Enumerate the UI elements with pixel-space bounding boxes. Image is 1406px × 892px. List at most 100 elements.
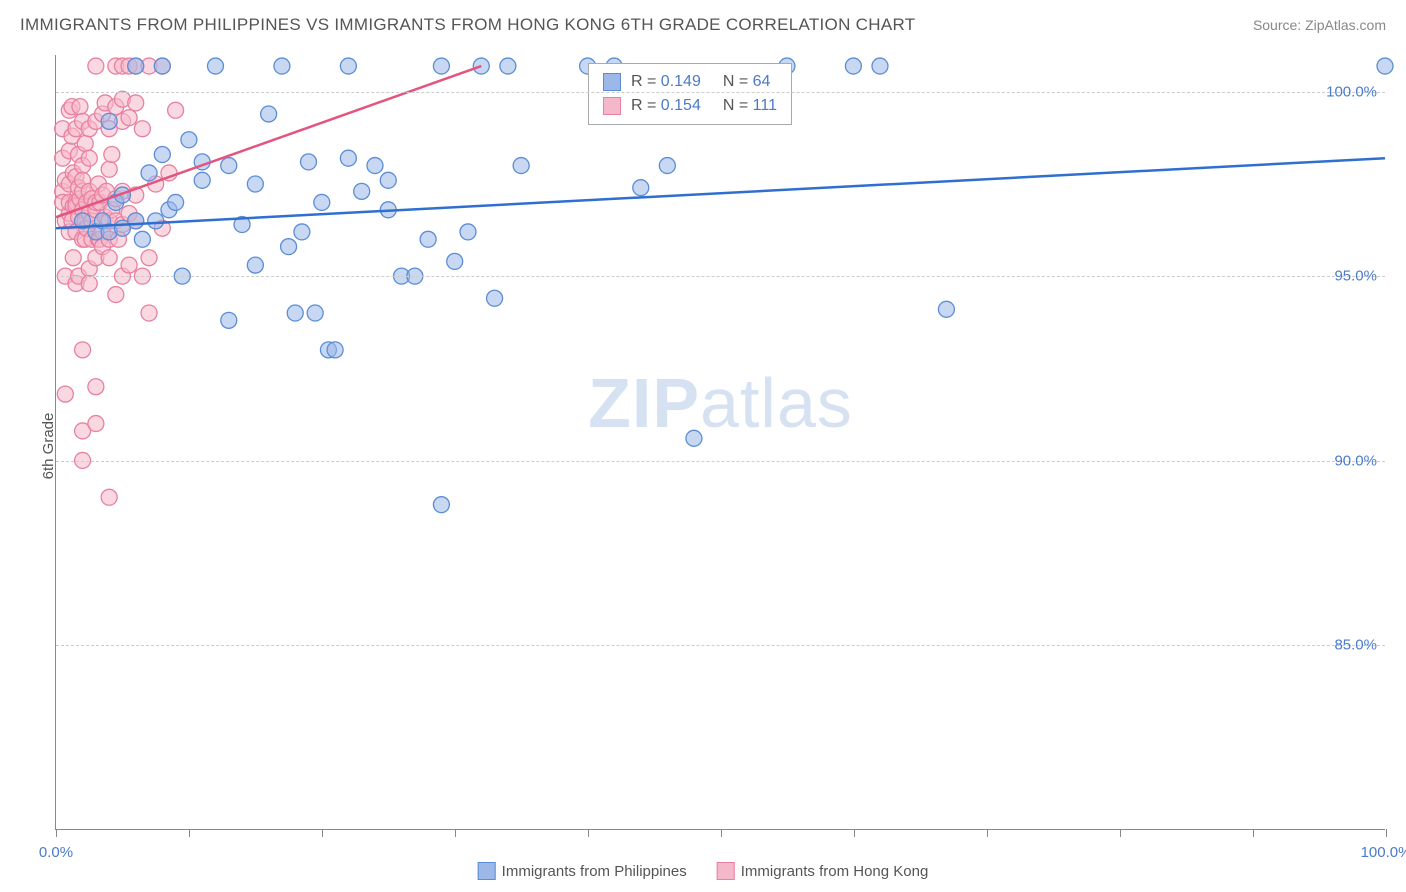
x-legend-item: Immigrants from Hong Kong [717, 862, 929, 880]
x-tick [189, 829, 190, 837]
x-tick [455, 829, 456, 837]
scatter-point [154, 58, 170, 74]
scatter-point [447, 253, 463, 269]
scatter-point [148, 213, 164, 229]
scatter-point [221, 158, 237, 174]
scatter-point [101, 489, 117, 505]
x-tick [1253, 829, 1254, 837]
scatter-point [938, 301, 954, 317]
scatter-point [261, 106, 277, 122]
scatter-point [121, 257, 137, 273]
scatter-point [247, 176, 263, 192]
regression-line [56, 66, 481, 217]
gridline [56, 92, 1385, 93]
legend-swatch [603, 97, 621, 115]
scatter-point [168, 102, 184, 118]
gridline [56, 461, 1385, 462]
scatter-point [380, 172, 396, 188]
scatter-point [57, 386, 73, 402]
scatter-point [314, 194, 330, 210]
scatter-point [88, 58, 104, 74]
scatter-point [281, 239, 297, 255]
scatter-point [101, 161, 117, 177]
scatter-point [72, 99, 88, 115]
scatter-point [75, 342, 91, 358]
scatter-point [327, 342, 343, 358]
x-tick [987, 829, 988, 837]
scatter-point [81, 276, 97, 292]
scatter-point [354, 183, 370, 199]
page-title: IMMIGRANTS FROM PHILIPPINES VS IMMIGRANT… [20, 15, 915, 35]
scatter-point [274, 58, 290, 74]
scatter-point [101, 250, 117, 266]
scatter-point [513, 158, 529, 174]
scatter-point [128, 95, 144, 111]
scatter-point [367, 158, 383, 174]
scatter-point [659, 158, 675, 174]
legend-n-label: N = 111 [723, 94, 777, 118]
legend-row: R = 0.154 N = 111 [603, 94, 777, 118]
legend-r-label: R = 0.154 [631, 94, 701, 118]
scatter-point [500, 58, 516, 74]
scatter-point [872, 58, 888, 74]
legend-swatch [717, 862, 735, 880]
plot-area: ZIPatlas R = 0.149N = 64R = 0.154N = 111… [55, 55, 1385, 830]
scatter-point [88, 416, 104, 432]
scatter-point [88, 379, 104, 395]
scatter-point [134, 121, 150, 137]
scatter-point [77, 135, 93, 151]
chart-svg [56, 55, 1385, 829]
title-bar: IMMIGRANTS FROM PHILIPPINES VS IMMIGRANT… [20, 15, 1386, 35]
regression-line [56, 158, 1385, 228]
x-axis-legend: Immigrants from Philippines Immigrants fr… [478, 862, 929, 880]
scatter-point [108, 287, 124, 303]
x-tick [854, 829, 855, 837]
scatter-point [247, 257, 263, 273]
y-tick-label: 85.0% [1334, 637, 1377, 654]
scatter-point [101, 113, 117, 129]
y-tick-label: 90.0% [1334, 452, 1377, 469]
scatter-point [307, 305, 323, 321]
scatter-point [65, 250, 81, 266]
source-label: Source: ZipAtlas.com [1253, 17, 1386, 33]
scatter-point [81, 150, 97, 166]
scatter-point [420, 231, 436, 247]
scatter-point [845, 58, 861, 74]
scatter-point [294, 224, 310, 240]
x-tick [588, 829, 589, 837]
scatter-point [460, 224, 476, 240]
scatter-point [181, 132, 197, 148]
scatter-point [104, 147, 120, 163]
scatter-point [207, 58, 223, 74]
scatter-point [633, 180, 649, 196]
scatter-point [121, 110, 137, 126]
scatter-point [1377, 58, 1393, 74]
scatter-point [433, 58, 449, 74]
x-legend-label: Immigrants from Philippines [502, 863, 687, 880]
scatter-point [340, 58, 356, 74]
scatter-point [287, 305, 303, 321]
scatter-point [128, 58, 144, 74]
legend-n-label: N = 64 [723, 70, 771, 94]
scatter-point [433, 497, 449, 513]
scatter-point [487, 290, 503, 306]
scatter-point [128, 213, 144, 229]
x-tick [322, 829, 323, 837]
scatter-point [221, 312, 237, 328]
scatter-point [141, 305, 157, 321]
top-legend: R = 0.149N = 64R = 0.154N = 111 [588, 63, 792, 125]
scatter-point [141, 165, 157, 181]
scatter-point [168, 194, 184, 210]
x-legend-label: Immigrants from Hong Kong [741, 863, 929, 880]
legend-swatch [603, 73, 621, 91]
x-legend-item: Immigrants from Philippines [478, 862, 687, 880]
scatter-point [194, 172, 210, 188]
y-tick-label: 100.0% [1326, 83, 1377, 100]
x-tick [56, 829, 57, 837]
scatter-point [686, 430, 702, 446]
legend-swatch [478, 862, 496, 880]
x-tick-label: 0.0% [39, 844, 73, 861]
gridline [56, 645, 1385, 646]
scatter-point [141, 250, 157, 266]
scatter-point [154, 147, 170, 163]
